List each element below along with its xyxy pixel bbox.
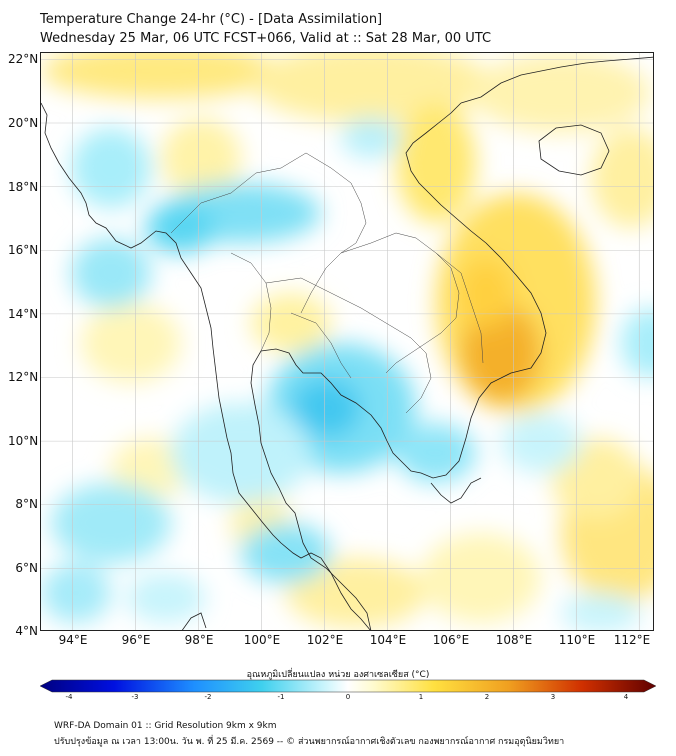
colorbar-gradient	[40, 679, 656, 693]
boundary-north	[170, 152, 367, 314]
colorbar	[40, 679, 656, 693]
colorbar-tick-neg3: -3	[131, 693, 139, 701]
lon-label-112e: 112°E	[613, 633, 651, 647]
lat-label-20n: 20°N	[8, 116, 39, 130]
lat-label-18n: 18°N	[8, 180, 39, 194]
coastline-china	[460, 56, 653, 104]
colorbar-tick-neg4: -4	[65, 693, 73, 701]
colorbar-tick-3: 3	[550, 693, 556, 701]
lon-label-100e: 100°E	[243, 633, 281, 647]
lon-label-104e: 104°E	[369, 633, 407, 647]
lat-label-16n: 16°N	[8, 243, 39, 257]
lat-label-4n: 4°N	[15, 624, 38, 638]
lat-label-10n: 10°N	[8, 434, 39, 448]
lon-label-102e: 102°E	[306, 633, 344, 647]
lon-label-94e: 94°E	[58, 633, 88, 647]
colorbar-tick-4: 4	[623, 693, 629, 701]
lat-label-22n: 22°N	[8, 52, 39, 66]
colorbar-title: อุณหภูมิเปลี่ยนแปลง หน่วย องศาเซลเซียส (…	[246, 670, 430, 680]
boundary-bangkok	[290, 312, 352, 379]
temperature-field	[41, 53, 653, 630]
colorbar-tick-neg2: -2	[204, 693, 212, 701]
lat-label-12n: 12°N	[8, 370, 39, 384]
map-subtitle: Wednesday 25 Mar, 06 UTC FCST+066, Valid…	[40, 31, 492, 46]
map-panel	[40, 52, 654, 631]
lon-label-108e: 108°E	[495, 633, 533, 647]
boundary-thailand-cambodia	[265, 277, 432, 414]
coastline-mekong-delta	[430, 477, 482, 504]
coastline-gulf-and-vietnam	[250, 102, 547, 630]
coastline-hainan	[538, 124, 610, 176]
lon-label-106e: 106°E	[432, 633, 470, 647]
lon-label-98e: 98°E	[184, 633, 214, 647]
colorbar-tick-0: 0	[345, 693, 351, 701]
graticule	[41, 53, 653, 630]
colorbar-tick-neg1: -1	[277, 693, 285, 701]
lon-label-110e: 110°E	[558, 633, 596, 647]
admin-boundaries	[170, 152, 484, 414]
temperature-change-map	[41, 53, 653, 630]
boundary-laos-cambodia	[340, 232, 460, 374]
map-title: Temperature Change 24-hr (°C) - [Data As…	[40, 12, 383, 27]
lon-label-96e: 96°E	[121, 633, 151, 647]
colorbar-tick-2: 2	[484, 693, 490, 701]
lat-label-6n: 6°N	[15, 561, 38, 575]
coastline-sumatra	[181, 612, 207, 630]
coastlines	[41, 56, 653, 630]
boundary-myanmar-thailand	[230, 252, 272, 352]
lat-label-14n: 14°N	[8, 307, 39, 321]
footer-domain-info: WRF-DA Domain 01 :: Grid Resolution 9km …	[54, 721, 277, 731]
footer-update-info: ปรับปรุงข้อมูล ณ เวลา 13:00น. วัน พ. ที่…	[54, 737, 565, 747]
colorbar-tick-1: 1	[418, 693, 424, 701]
boundary-vietnam	[435, 252, 484, 364]
coastline-west	[41, 102, 371, 630]
lat-label-8n: 8°N	[15, 497, 38, 511]
